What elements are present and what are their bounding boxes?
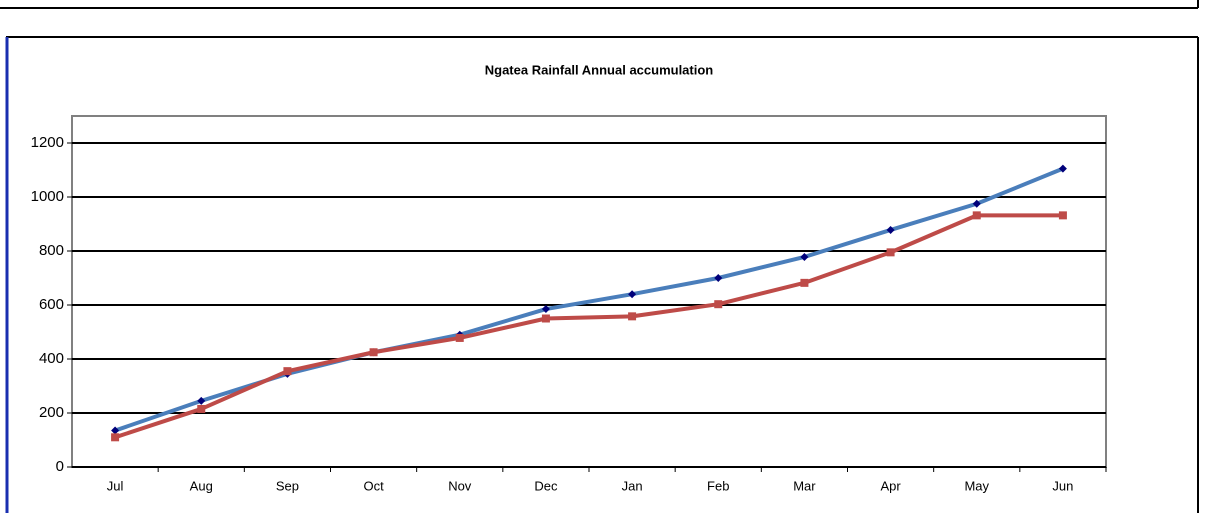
x-tick-label: Jun (1052, 478, 1073, 493)
data-point (541, 305, 550, 314)
series-line (114, 213, 1063, 440)
data-point (1058, 211, 1067, 220)
y-tick-label: 0 (56, 458, 64, 475)
data-point (197, 404, 206, 413)
data-point (197, 396, 206, 405)
data-point (972, 211, 981, 220)
x-tick-label: Jan (622, 478, 643, 493)
x-tick-label: Nov (448, 478, 472, 493)
y-tick-label: 400 (39, 350, 64, 367)
y-tick-label: 600 (39, 296, 64, 313)
data-point (1058, 164, 1067, 173)
data-point (886, 225, 895, 234)
data-point (283, 367, 292, 376)
data-point (628, 312, 637, 321)
data-point (714, 274, 723, 282)
x-tick-label: Oct (363, 478, 384, 493)
x-tick-label: May (964, 478, 989, 493)
x-tick-label: Jul (107, 478, 124, 493)
y-tick-label: 800 (39, 242, 64, 259)
data-point (886, 248, 895, 257)
data-point (111, 433, 120, 442)
data-point (628, 290, 637, 299)
y-tick-label: 1200 (31, 134, 64, 151)
data-point (800, 278, 809, 287)
data-point (369, 348, 378, 357)
data-point (972, 199, 981, 208)
data-point (800, 252, 809, 261)
x-tick-label: Aug (190, 478, 213, 493)
x-tick-label: Mar (793, 478, 816, 493)
y-tick-label: 1000 (31, 188, 64, 205)
data-point (714, 300, 723, 309)
x-tick-label: Sep (276, 478, 299, 493)
data-point (455, 333, 464, 342)
x-tick-label: Dec (534, 478, 558, 493)
y-tick-label: 200 (39, 404, 64, 421)
x-tick-label: Apr (880, 478, 901, 493)
x-tick-label: Feb (707, 478, 729, 493)
data-point (111, 426, 120, 435)
chart-title: Ngatea Rainfall Annual accumulation (485, 62, 714, 77)
data-point (541, 314, 550, 323)
